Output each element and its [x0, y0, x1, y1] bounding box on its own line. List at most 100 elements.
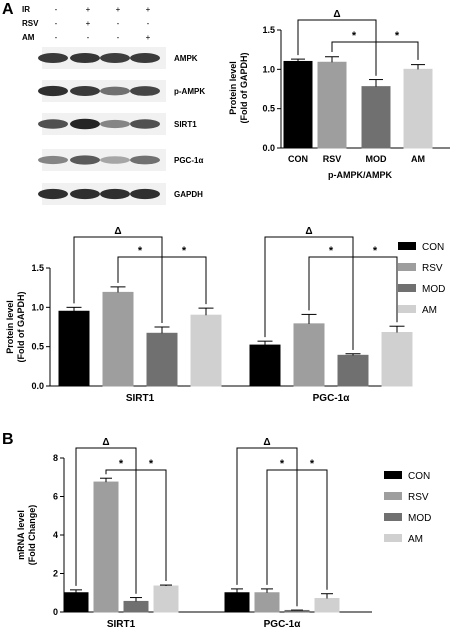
- blot-condition-label: IR: [22, 5, 30, 14]
- legend-swatch: [398, 305, 416, 313]
- significance-symbol: *: [280, 458, 285, 470]
- blot-band: [100, 156, 130, 164]
- blot-band: [70, 52, 100, 64]
- blot-band: [70, 86, 100, 96]
- chart-bottom: 0 2 4 6 8 SIRT1 Δ * * PGC-1α Δ * * mRNA level(Fold Ch…: [16, 437, 431, 630]
- blot-condition-value: -: [55, 33, 58, 42]
- blot-condition-label: AM: [22, 33, 35, 42]
- significance-symbol: *: [352, 30, 357, 42]
- significance-symbol: Δ: [102, 437, 109, 448]
- blot-band: [38, 188, 68, 200]
- bar: [254, 592, 280, 613]
- panel-label-a: A: [2, 1, 14, 18]
- blot-condition-value: +: [146, 33, 151, 42]
- significance-symbol: *: [373, 245, 378, 257]
- significance-bracket: [161, 256, 207, 323]
- blot-condition-value: -: [55, 19, 58, 28]
- y-tick-label: 8: [53, 453, 58, 463]
- legend-label: AM: [408, 534, 423, 545]
- blot-band: [130, 155, 160, 165]
- significance-symbol: *: [138, 245, 143, 257]
- legend-swatch: [384, 534, 402, 542]
- blot-condition-value: -: [87, 33, 90, 42]
- x-group-label: PGC-1α: [313, 393, 351, 404]
- chart-middle: 0.0 0.5 1.0 1.5 SIRT1 Δ * * PGC-1α Δ * * Protein lev…: [5, 226, 445, 404]
- bar: [102, 291, 134, 387]
- x-group-label: PGC-1α: [264, 619, 302, 630]
- x-tick-label: RSV: [323, 154, 342, 164]
- y-tick-label: 2: [53, 569, 58, 579]
- blot-condition-value: +: [116, 5, 121, 14]
- blot-band-label: AMPK: [174, 54, 198, 63]
- legend-label: CON: [422, 242, 444, 253]
- bar: [146, 332, 178, 387]
- significance-bracket: [296, 469, 328, 607]
- legend-label: AM: [422, 305, 437, 316]
- y-tick-label: 6: [53, 492, 58, 502]
- blot-band: [38, 85, 68, 97]
- blot-condition-value: +: [86, 5, 91, 14]
- x-axis-label: p-AMPK/AMPK: [328, 170, 392, 180]
- bar: [293, 323, 325, 387]
- bar: [284, 609, 310, 613]
- western-blot: IR - + + + RSV - + - - AM - - - + AMPK p-AMPK SIRT1 PGC-1α…: [22, 5, 205, 205]
- y-axis-label-line: (Fold of GAPDH): [239, 53, 249, 124]
- significance-symbol: Δ: [305, 226, 312, 237]
- significance-symbol: Δ: [263, 437, 270, 448]
- panel-label-b: B: [2, 431, 14, 448]
- blot-band: [100, 53, 130, 63]
- blot-condition-value: -: [147, 19, 150, 28]
- x-tick-label: AM: [411, 154, 425, 164]
- y-axis-label: mRNA level(Fold Change): [16, 505, 37, 566]
- blot-band: [100, 119, 130, 129]
- significance-symbol: Δ: [333, 9, 340, 20]
- blot-condition-value: -: [117, 33, 120, 42]
- y-tick-label: 1.5: [262, 25, 275, 35]
- bar: [58, 310, 90, 387]
- blot-condition-value: -: [117, 19, 120, 28]
- significance-symbol: Δ: [114, 226, 121, 237]
- x-tick-label: MOD: [366, 154, 387, 164]
- x-group-label: SIRT1: [107, 619, 136, 630]
- y-axis-label-line: Protein level: [5, 300, 15, 354]
- significance-symbol: *: [119, 458, 124, 470]
- blot-band: [70, 155, 100, 165]
- legend-label: CON: [408, 471, 430, 482]
- significance-symbol: *: [310, 458, 315, 470]
- y-axis-label-line: Protein level: [228, 61, 238, 115]
- blot-band-label: GAPDH: [174, 190, 203, 199]
- legend-label: MOD: [408, 513, 431, 524]
- blot-band: [130, 53, 160, 63]
- legend-label: RSV: [422, 263, 443, 274]
- y-axis-label-line: (Fold of GAPDH): [16, 292, 26, 363]
- bar: [361, 86, 391, 149]
- bar: [93, 481, 119, 613]
- legend-label: MOD: [422, 284, 445, 295]
- blot-band: [100, 86, 130, 96]
- y-axis-label-line: (Fold Change): [27, 505, 37, 566]
- bar: [224, 592, 250, 613]
- bar: [153, 585, 179, 613]
- legend-swatch: [384, 513, 402, 521]
- bar: [63, 592, 89, 613]
- blot-band: [38, 53, 68, 63]
- y-tick-label: 0.5: [31, 342, 44, 352]
- y-tick-label: 4: [53, 530, 58, 540]
- bar: [314, 598, 340, 613]
- significance-symbol: *: [395, 30, 400, 42]
- y-tick-label: 1.0: [262, 64, 275, 74]
- significance-symbol: *: [149, 458, 154, 470]
- bar: [123, 600, 149, 613]
- y-tick-label: 1.5: [31, 263, 44, 273]
- blot-condition-value: -: [55, 5, 58, 14]
- legend-swatch: [398, 284, 416, 292]
- blot-band: [100, 188, 130, 200]
- legend-swatch: [398, 242, 416, 250]
- bar: [403, 68, 433, 149]
- blot-band: [130, 188, 160, 200]
- blot-band: [70, 118, 100, 130]
- blot-band: [70, 188, 100, 200]
- blot-band: [38, 155, 68, 165]
- y-tick-label: 0.0: [262, 143, 275, 153]
